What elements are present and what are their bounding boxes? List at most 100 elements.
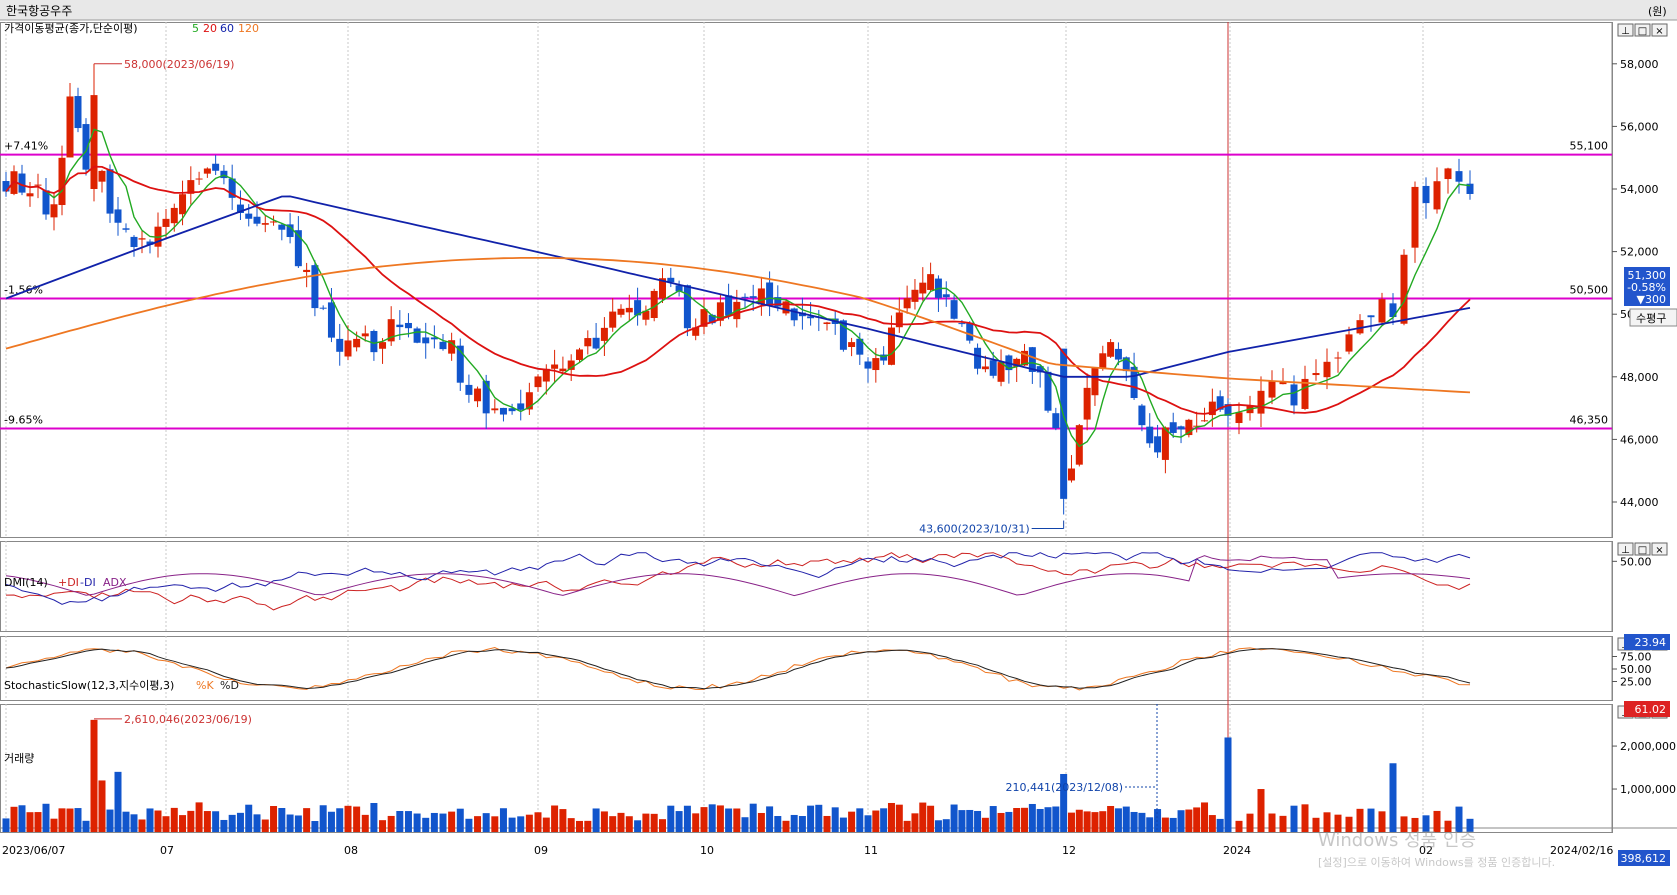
volume-bar xyxy=(34,812,42,832)
volume-bar xyxy=(650,813,658,832)
volume-bar xyxy=(98,780,106,832)
candle-body xyxy=(534,376,542,388)
volume-bar xyxy=(1169,817,1177,832)
volume-label: 거래량 xyxy=(4,752,34,765)
horizontal-line-tab[interactable]: 수평구 xyxy=(1629,308,1677,327)
x-axis-label: 2024 xyxy=(1223,844,1251,857)
candle-body xyxy=(872,358,880,371)
volume-bar xyxy=(659,819,666,832)
panel-button[interactable]: □ xyxy=(1634,23,1651,37)
volume-bar xyxy=(18,805,26,832)
candle-body xyxy=(1323,361,1331,378)
volume-bar xyxy=(741,817,749,832)
candle-body xyxy=(422,337,430,344)
volume-bar xyxy=(261,819,269,832)
volume-bar xyxy=(90,719,98,832)
candle-body xyxy=(370,330,378,353)
dmi-label: DMI(14) xyxy=(4,576,48,589)
volume-bar xyxy=(319,805,327,832)
stoch-current-value: 61.02 xyxy=(1635,703,1667,716)
candle-body xyxy=(1279,381,1287,385)
stoch-label: StochasticSlow(12,3,지수이평,3) xyxy=(4,679,174,692)
candle-body xyxy=(1146,426,1154,444)
candle-body xyxy=(18,173,26,193)
panel-button[interactable]: × xyxy=(1651,542,1668,556)
volume-bar xyxy=(848,811,856,832)
volume-bar xyxy=(1466,818,1474,832)
volume-bar xyxy=(1290,805,1298,832)
volume-bar xyxy=(26,812,34,832)
panel-button[interactable]: ⊥ xyxy=(1617,23,1634,37)
volume-bar xyxy=(716,805,724,832)
volume-bar xyxy=(353,806,361,832)
volume-bar xyxy=(387,815,395,832)
candle-body xyxy=(927,274,935,290)
candle-body xyxy=(106,169,114,214)
volume-panel[interactable]: 1,000,000 2,000,000 2,610,046(2023/06/19) 2… xyxy=(2,704,1676,832)
candle-body xyxy=(887,327,895,365)
volume-bar xyxy=(74,808,82,832)
candle-body xyxy=(1389,303,1397,318)
candle-body xyxy=(576,349,583,360)
watermark-line2: [설정]으로 이동하여 Windows를 정품 인증합니다. xyxy=(1318,855,1555,869)
candle-body xyxy=(1290,384,1298,406)
candle-body xyxy=(864,361,872,369)
candle-body xyxy=(1224,404,1232,416)
candle-body xyxy=(675,285,683,292)
candle-body xyxy=(1193,425,1201,427)
price-panel-header: 가격이동평균(종가,단순이평) 5 20 60 120 xyxy=(4,22,259,35)
volume-bar xyxy=(286,814,294,832)
candle-body xyxy=(974,347,982,369)
volume-bar xyxy=(50,818,58,832)
volume-current-value: 398,612 xyxy=(1621,852,1667,865)
candle-body xyxy=(997,362,1005,382)
panel-button[interactable]: × xyxy=(1651,23,1668,37)
volume-bar xyxy=(782,820,790,832)
volume-bar xyxy=(1400,816,1408,832)
volume-bar xyxy=(576,820,583,832)
adx-label: ADX xyxy=(103,576,127,589)
volume-bar xyxy=(880,808,888,832)
candle-body xyxy=(353,338,361,348)
stoch-frame xyxy=(0,636,1613,701)
candle-body xyxy=(1138,405,1146,426)
candle-body xyxy=(430,337,438,340)
stoch-value-box: 61.02 xyxy=(1624,701,1670,717)
candle-body xyxy=(1169,422,1177,433)
candle-body xyxy=(138,238,146,240)
panel-button[interactable]: □ xyxy=(1634,542,1651,556)
volume-tick-label: 1,000,000 xyxy=(1620,783,1676,796)
volume-bar xyxy=(895,804,903,832)
volume-bar xyxy=(1367,808,1375,832)
volume-bar xyxy=(303,808,311,832)
candle-body xyxy=(1268,381,1276,398)
volume-bar xyxy=(1422,815,1430,832)
volume-bar xyxy=(625,816,633,832)
current-price: 51,300 xyxy=(1628,269,1667,282)
candle-body xyxy=(1345,334,1353,352)
volume-bar xyxy=(482,813,490,832)
volume-bar xyxy=(815,804,823,832)
price-panel[interactable]: 44,00046,00048,00050,00052,00054,00056,0… xyxy=(0,58,1659,536)
volume-bar xyxy=(336,808,344,832)
candle-body xyxy=(82,124,90,170)
candle-body xyxy=(1091,368,1099,396)
candle-body xyxy=(1411,186,1419,248)
candle-body xyxy=(122,228,130,230)
candle-body xyxy=(517,403,525,410)
volume-bar xyxy=(82,820,90,832)
dmi-panel[interactable]: 50.00 xyxy=(5,552,1652,611)
volume-bar xyxy=(911,813,919,832)
candle-body xyxy=(839,320,847,350)
candle-body xyxy=(404,322,412,329)
volume-bar xyxy=(236,812,244,832)
panel-button-frame xyxy=(1651,23,1668,37)
volume-bar xyxy=(807,805,815,832)
x-axis-label: 2024/02/16 xyxy=(1550,844,1613,857)
candle-body xyxy=(659,278,666,299)
low-annotation: 43,600(2023/10/31) xyxy=(919,523,1029,536)
panel-button[interactable]: ⊥ xyxy=(1617,542,1634,556)
candle-body xyxy=(692,327,700,336)
